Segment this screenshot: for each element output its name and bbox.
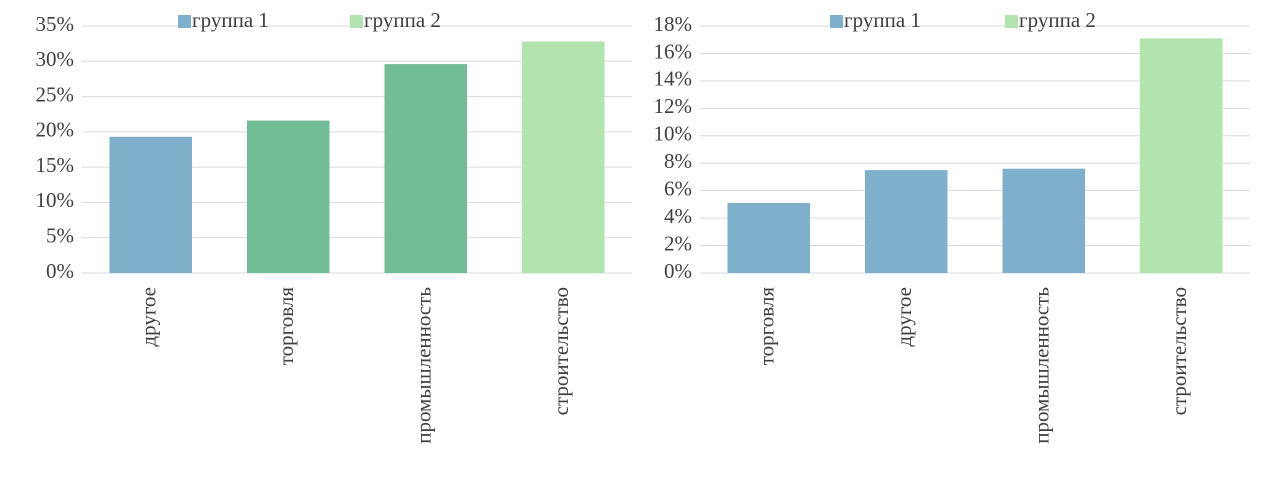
x-tick-label: промышленность — [412, 287, 436, 444]
y-tick-label: 0% — [46, 259, 74, 283]
bar — [865, 170, 948, 273]
legend-label: группа 1 — [844, 8, 921, 32]
y-tick-label: 6% — [664, 176, 692, 200]
y-tick-label: 4% — [664, 204, 692, 228]
x-tick-label: торговля — [274, 287, 298, 366]
bar — [247, 120, 330, 274]
legend-swatch — [830, 15, 843, 28]
x-tick-label: другое — [892, 287, 916, 347]
legend-swatch — [350, 15, 363, 28]
bar — [109, 136, 192, 273]
bar — [727, 203, 810, 273]
legend-swatch — [1005, 15, 1018, 28]
y-tick-label: 12% — [654, 94, 693, 118]
y-tick-label: 14% — [654, 67, 693, 91]
y-tick-label: 16% — [654, 39, 693, 63]
legend-label: группа 2 — [1019, 8, 1096, 32]
y-tick-label: 2% — [664, 231, 692, 255]
x-tick-label: другое — [137, 287, 161, 347]
legend-label: группа 1 — [192, 8, 269, 32]
x-tick-label: строительство — [1167, 287, 1191, 415]
y-tick-label: 25% — [36, 82, 75, 106]
y-tick-label: 30% — [36, 47, 75, 71]
bar — [1140, 38, 1223, 273]
y-tick-label: 15% — [36, 153, 75, 177]
bar — [384, 64, 467, 273]
bar — [522, 41, 605, 274]
x-tick-label: промышленность — [1030, 287, 1054, 444]
y-tick-label: 8% — [664, 149, 692, 173]
y-tick-label: 10% — [654, 122, 693, 146]
bar — [1002, 168, 1085, 273]
y-tick-label: 35% — [36, 12, 75, 36]
x-tick-label: строительство — [549, 287, 573, 415]
y-tick-label: 10% — [36, 188, 75, 212]
y-tick-label: 5% — [46, 224, 74, 248]
y-tick-label: 18% — [654, 12, 693, 36]
y-tick-label: 0% — [664, 259, 692, 283]
legend-swatch — [178, 15, 191, 28]
x-tick-label: торговля — [755, 287, 779, 366]
legend-label: группа 2 — [364, 8, 441, 32]
y-tick-label: 20% — [36, 118, 75, 142]
